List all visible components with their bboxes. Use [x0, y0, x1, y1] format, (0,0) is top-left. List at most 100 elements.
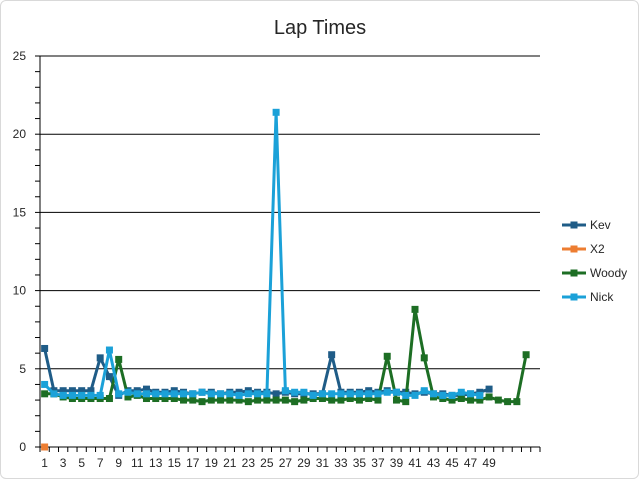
- data-point-nick: [439, 391, 447, 399]
- x-tick-label: 17: [186, 456, 200, 470]
- data-point-nick: [457, 388, 465, 396]
- data-point-woody: [244, 398, 252, 406]
- x-tick-label: 35: [353, 456, 367, 470]
- data-point-nick: [161, 390, 169, 398]
- data-point-nick: [346, 390, 354, 398]
- data-point-woody: [337, 396, 345, 404]
- data-point-woody: [374, 396, 382, 404]
- x-tick-label: 47: [464, 456, 478, 470]
- data-point-woody: [41, 390, 49, 398]
- data-point-nick: [124, 388, 132, 396]
- data-point-nick: [226, 390, 234, 398]
- data-point-kev: [96, 354, 104, 362]
- data-point-nick: [392, 388, 400, 396]
- data-point-woody: [457, 395, 465, 403]
- x-tick-label: 25: [260, 456, 274, 470]
- data-point-kev: [87, 387, 95, 395]
- data-point-woody: [152, 395, 160, 403]
- y-tick-label: 0: [19, 440, 26, 454]
- x-tick-label: 5: [78, 456, 85, 470]
- data-point-nick: [198, 388, 206, 396]
- legend-marker-woody: [570, 269, 578, 277]
- x-tick-label: 19: [205, 456, 219, 470]
- data-point-nick: [59, 391, 67, 399]
- data-point-nick: [105, 346, 113, 354]
- data-point-kev: [78, 387, 86, 395]
- legend-label-kev: Kev: [590, 218, 611, 232]
- legend-marker-x2: [570, 245, 578, 253]
- data-point-kev: [105, 373, 113, 381]
- data-point-nick: [300, 388, 308, 396]
- data-point-woody: [254, 396, 262, 404]
- data-point-woody: [291, 398, 299, 406]
- data-point-nick: [448, 391, 456, 399]
- x-tick-label: 1: [41, 456, 48, 470]
- data-point-woody: [300, 396, 308, 404]
- legend-marker-kev: [570, 221, 578, 229]
- data-point-woody: [411, 305, 419, 313]
- data-point-kev: [485, 385, 493, 393]
- data-point-nick: [68, 391, 76, 399]
- x-tick-label: 37: [371, 456, 385, 470]
- data-point-kev: [142, 385, 150, 393]
- data-point-woody: [420, 354, 428, 362]
- data-point-nick: [41, 380, 49, 388]
- data-point-nick: [383, 388, 391, 396]
- data-point-nick: [374, 390, 382, 398]
- data-point-woody: [476, 396, 484, 404]
- data-point-nick: [420, 387, 428, 395]
- y-tick-label: 15: [13, 205, 27, 219]
- x-tick-label: 41: [408, 456, 422, 470]
- data-point-woody: [170, 395, 178, 403]
- legend-item-nick: Nick: [562, 290, 614, 304]
- series-layer: [41, 108, 530, 451]
- data-point-woody: [365, 395, 373, 403]
- data-point-kev: [59, 387, 67, 395]
- data-point-nick: [291, 388, 299, 396]
- data-point-nick: [402, 391, 410, 399]
- data-point-woody: [272, 396, 280, 404]
- data-point-kev: [68, 387, 76, 395]
- x-tick-label: 3: [60, 456, 67, 470]
- legend-label-woody: Woody: [590, 266, 627, 280]
- data-point-x2: [41, 443, 49, 451]
- data-point-woody: [485, 393, 493, 401]
- legend-item-x2: X2: [562, 242, 605, 256]
- data-point-kev: [272, 390, 280, 398]
- data-point-nick: [254, 390, 262, 398]
- data-point-nick: [365, 390, 373, 398]
- legend-item-kev: Kev: [562, 218, 611, 232]
- x-tick-label: 43: [427, 456, 441, 470]
- chart-title: Lap Times: [274, 17, 366, 39]
- data-point-nick: [309, 391, 317, 399]
- data-point-nick: [87, 391, 95, 399]
- data-point-woody: [392, 396, 400, 404]
- data-point-woody: [263, 396, 271, 404]
- data-point-woody: [448, 396, 456, 404]
- x-tick-label: 9: [115, 456, 122, 470]
- series-nick: [41, 108, 484, 399]
- data-point-woody: [180, 396, 188, 404]
- data-point-woody: [189, 396, 197, 404]
- data-point-nick: [133, 390, 141, 398]
- data-point-nick: [50, 390, 58, 398]
- data-point-woody: [105, 395, 113, 403]
- gridlines: [40, 55, 540, 370]
- data-point-nick: [142, 390, 150, 398]
- data-point-woody: [355, 396, 363, 404]
- x-tick-label: 49: [482, 456, 496, 470]
- data-point-woody: [513, 398, 521, 406]
- data-point-woody: [346, 395, 354, 403]
- data-point-woody: [115, 355, 123, 363]
- y-tick-label: 10: [13, 284, 27, 298]
- data-point-nick: [115, 390, 123, 398]
- y-tick-label: 20: [13, 127, 27, 141]
- x-tick-label: 27: [279, 456, 293, 470]
- data-point-woody: [124, 393, 132, 401]
- data-point-nick: [207, 390, 215, 398]
- data-point-kev: [41, 344, 49, 352]
- data-point-woody: [142, 395, 150, 403]
- data-point-nick: [467, 390, 475, 398]
- x-tick-label: 21: [223, 456, 237, 470]
